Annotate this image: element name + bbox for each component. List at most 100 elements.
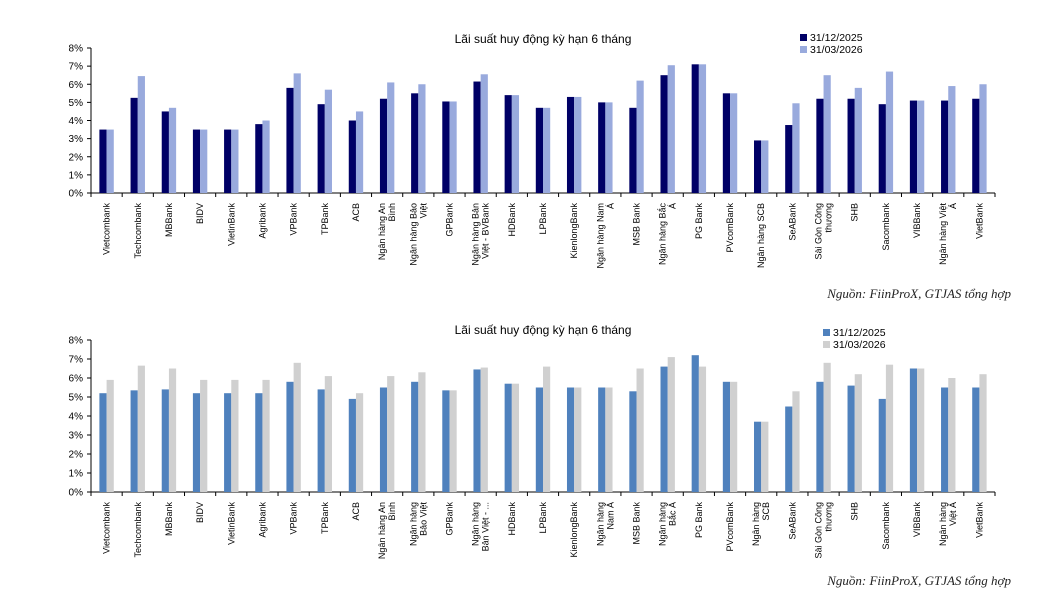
bar-31/03/2026-GPBank <box>449 101 457 193</box>
bar-31/12/2025-KienlongBank <box>566 387 575 492</box>
x-tick-label: Agribank <box>257 502 267 538</box>
bar-31/12/2025-Ngân hàng Việt Á <box>941 387 949 492</box>
bar-31/12/2025-Ngân hàng Nam Á <box>598 387 606 492</box>
bar-31/12/2025-Techcombank <box>130 97 138 193</box>
bar-31/03/2026-HDBank <box>511 95 520 193</box>
bar-31/03/2026-VietBank <box>979 374 987 492</box>
y-tick-label: 1% <box>69 170 84 181</box>
bar-31/03/2026-Ngân hàng Bắc Á <box>667 65 675 193</box>
bar-31/03/2026-VietinBank <box>231 129 239 193</box>
x-tick-label: VPBank <box>289 502 299 535</box>
bar-31/03/2026-Agribank <box>262 120 270 193</box>
legend-swatch <box>800 46 807 53</box>
bar-31/12/2025-BIDV <box>192 393 201 492</box>
x-tick-label: BIDV <box>195 203 205 224</box>
bar-31/12/2025-PG Bank <box>691 64 699 193</box>
x-tick-label: Agribank <box>257 203 267 239</box>
x-tick-label: Ngân hàngBảo Việt <box>408 502 428 547</box>
chart-1-title: Lãi suất huy động kỳ hạn 6 tháng <box>455 32 632 46</box>
x-tick-label: SHB <box>850 203 860 222</box>
bar-31/03/2026-Techcombank <box>137 76 145 193</box>
x-tick-label: Techcombank <box>133 502 143 558</box>
y-tick-label: 6% <box>69 374 84 385</box>
x-tick-label: PVcomBank <box>725 203 735 253</box>
bar-31/12/2025-HDBank <box>504 95 512 193</box>
bar-31/12/2025-MSB Bank <box>629 391 637 492</box>
legend-entry: 31/03/2026 <box>810 44 863 56</box>
y-tick-label: 6% <box>69 80 84 91</box>
bar-31/12/2025-Vietcombank <box>99 129 107 193</box>
x-tick-label: Ngân hàng SCB <box>756 203 766 268</box>
bar-31/03/2026-TPBank <box>324 376 332 492</box>
x-tick-label: SHB <box>850 502 860 521</box>
x-tick-label: VietinBank <box>226 203 236 246</box>
chart-1-source: Nguồn: FiinProX, GTJAS tổng hợp <box>827 286 1011 301</box>
bar-31/03/2026-ACB <box>355 393 364 492</box>
bar-31/03/2026-VIBBank <box>917 368 925 492</box>
x-tick-label: Vietcombank <box>102 203 112 255</box>
bar-31/12/2025-Ngân hàng An Bình <box>379 387 388 492</box>
x-tick-label: Sài Gòn Côngthương <box>814 203 834 260</box>
bar-31/12/2025-VIBBank <box>909 100 918 193</box>
bar-31/12/2025-TPBank <box>317 104 325 193</box>
chart-2-svg: Lãi suất huy động kỳ hạn 6 tháng 0% 1% 2% 3%… <box>69 323 996 559</box>
bar-31/03/2026-SHB <box>854 87 862 193</box>
bar-31/03/2026-VPBank <box>293 73 301 193</box>
bar-31/12/2025-Agribank <box>255 393 263 492</box>
bar-31/03/2026-Ngân hàng Bản Việt - ... <box>480 367 488 492</box>
bar-31/12/2025-Ngân hàng SCB <box>754 140 762 193</box>
y-tick-label: 1% <box>69 469 84 480</box>
bar-31/12/2025-LPBank <box>535 387 543 492</box>
bar-31/03/2026-ACB <box>355 111 364 193</box>
bar-31/03/2026-Ngân hàng Bảo Việt <box>418 84 426 193</box>
x-tick-label: VietBank <box>974 502 984 538</box>
bar-31/12/2025-PVcomBank <box>722 93 731 193</box>
bar-31/03/2026-Sacombank <box>885 364 894 492</box>
bar-31/12/2025-PVcomBank <box>722 381 731 492</box>
bar-31/03/2026-PVcomBank <box>730 381 738 492</box>
bar-31/03/2026-Ngân hàng Bảo Việt <box>418 372 426 492</box>
bar-31/03/2026-Ngân hàng Bắc Á <box>667 357 675 492</box>
bar-31/03/2026-Techcombank <box>137 365 145 492</box>
bar-31/12/2025-VietBank <box>972 98 980 193</box>
bar-31/03/2026-PG Bank <box>698 366 707 492</box>
x-tick-label: Ngân hàng BảoViệt <box>408 203 428 266</box>
bar-31/03/2026-Ngân hàng Việt Á <box>948 86 956 193</box>
bar-31/12/2025-VietinBank <box>224 393 232 492</box>
bar-31/03/2026-Sài Gòn Công thương <box>823 75 831 193</box>
x-tick-label: Sacombank <box>881 502 891 550</box>
x-tick-label: Ngân hàngViệt Á <box>938 502 958 546</box>
bar-31/12/2025-Ngân hàng Bản Việt - BVBank <box>473 81 481 193</box>
x-tick-label: VIBBank <box>912 203 922 239</box>
x-tick-label: VietBank <box>974 203 984 239</box>
bar-31/03/2026-KienlongBank <box>574 96 582 193</box>
x-tick-label: Ngân hàngBắc Á <box>658 502 678 546</box>
y-tick-label: 4% <box>69 412 84 423</box>
bar-31/12/2025-Sacombank <box>878 398 886 492</box>
x-tick-label: MBBank <box>164 502 174 537</box>
bar-31/12/2025-VietinBank <box>224 129 232 193</box>
x-tick-label: Ngân hàng NamÁ <box>595 203 615 269</box>
bar-31/12/2025-Techcombank <box>130 390 138 492</box>
bar-31/12/2025-Ngân hàng Bắc Á <box>660 366 668 492</box>
bar-31/03/2026-Sài Gòn Công thương <box>823 362 831 492</box>
bar-31/12/2025-Ngân hàng Bảo Việt <box>411 93 419 193</box>
bar-31/12/2025-Sacombank <box>878 104 886 193</box>
x-tick-label: Techcombank <box>133 203 143 259</box>
bar-31/03/2026-VIBBank <box>917 100 925 193</box>
y-tick-label: 4% <box>69 116 84 127</box>
x-tick-label: HDBank <box>507 502 517 536</box>
bar-31/03/2026-SHB <box>854 374 862 492</box>
bar-31/03/2026-KienlongBank <box>574 387 582 492</box>
x-tick-label: SeABank <box>787 502 797 540</box>
x-tick-label: Vietcombank <box>102 502 112 554</box>
bar-31/12/2025-ACB <box>348 398 356 492</box>
x-tick-label: Ngân hàng ViệtÁ <box>938 203 958 265</box>
x-tick-label: HDBank <box>507 203 517 237</box>
bar-31/03/2026-VietinBank <box>231 379 239 492</box>
x-tick-label: GPBank <box>444 203 454 237</box>
bar-31/03/2026-MBBank <box>168 368 177 492</box>
y-tick-label: 8% <box>69 44 84 55</box>
bar-31/03/2026-Sacombank <box>885 71 894 193</box>
x-tick-label: Ngân hàng AnBình <box>377 203 397 260</box>
